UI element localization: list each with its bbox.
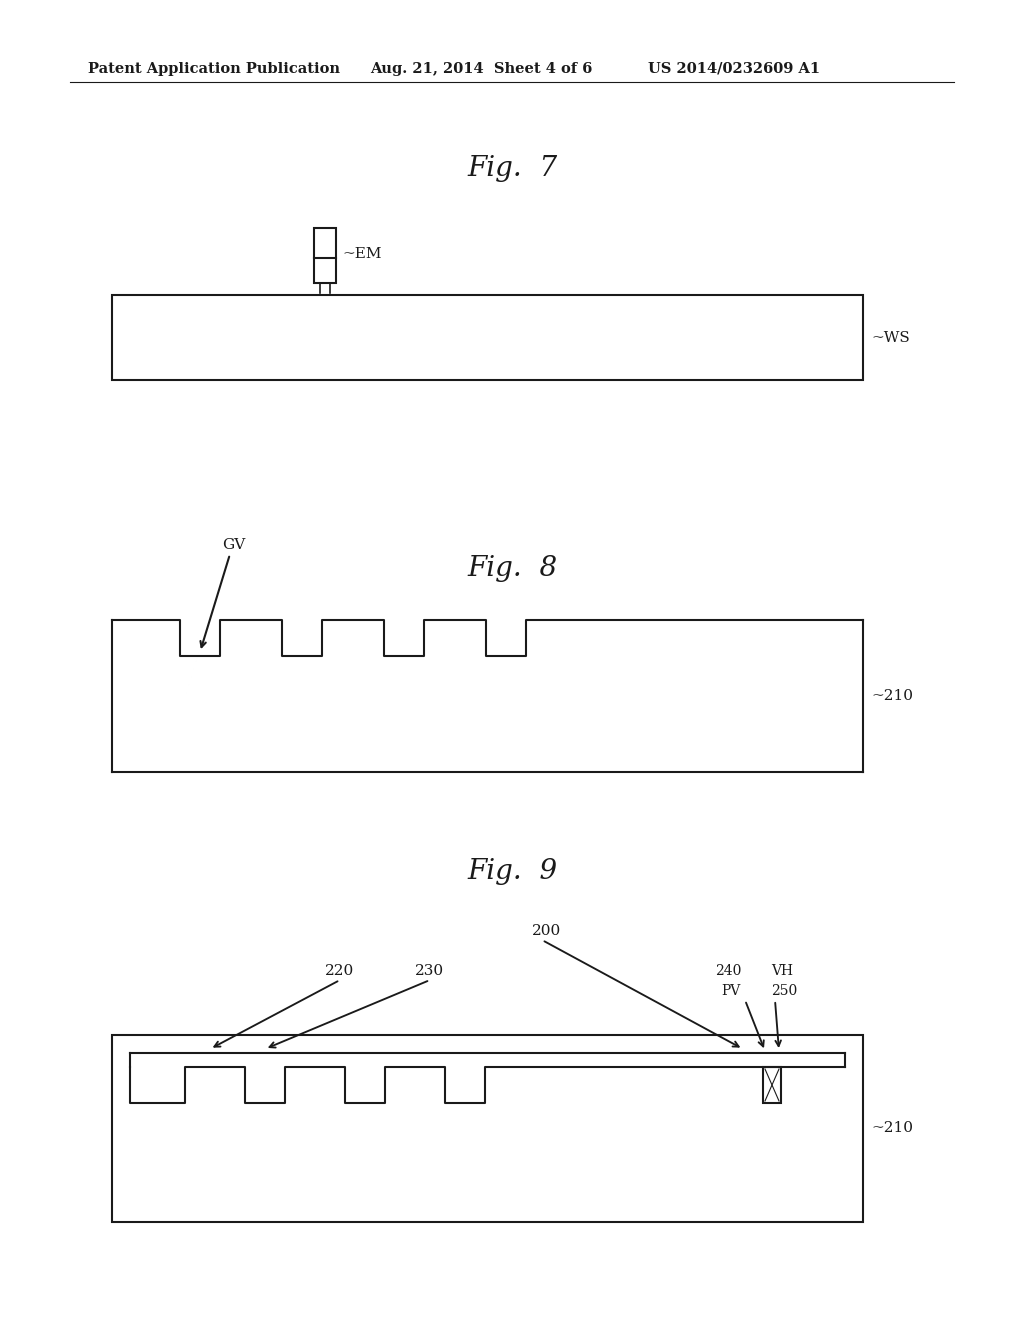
Text: 240: 240 [715, 964, 741, 978]
Text: PV: PV [722, 983, 741, 998]
Bar [314, 228, 336, 282]
Text: GV: GV [222, 539, 246, 552]
Text: 220: 220 [326, 964, 354, 978]
Text: Fig.  9: Fig. 9 [467, 858, 557, 884]
Text: Aug. 21, 2014  Sheet 4 of 6: Aug. 21, 2014 Sheet 4 of 6 [370, 62, 592, 77]
Text: 230: 230 [416, 964, 444, 978]
Text: Fig.  7: Fig. 7 [467, 154, 557, 182]
Bar [112, 294, 863, 380]
Text: ~WS: ~WS [871, 330, 909, 345]
Bar [763, 1067, 781, 1104]
Text: Patent Application Publication: Patent Application Publication [88, 62, 340, 77]
Text: ~210: ~210 [871, 1122, 913, 1135]
Text: 200: 200 [532, 924, 561, 939]
Text: ~210: ~210 [871, 689, 913, 704]
Bar [112, 1035, 863, 1222]
Text: US 2014/0232609 A1: US 2014/0232609 A1 [648, 62, 820, 77]
Text: ~EM: ~EM [342, 247, 382, 261]
Text: VH: VH [771, 964, 793, 978]
Text: Fig.  8: Fig. 8 [467, 554, 557, 582]
Text: 250: 250 [771, 983, 798, 998]
